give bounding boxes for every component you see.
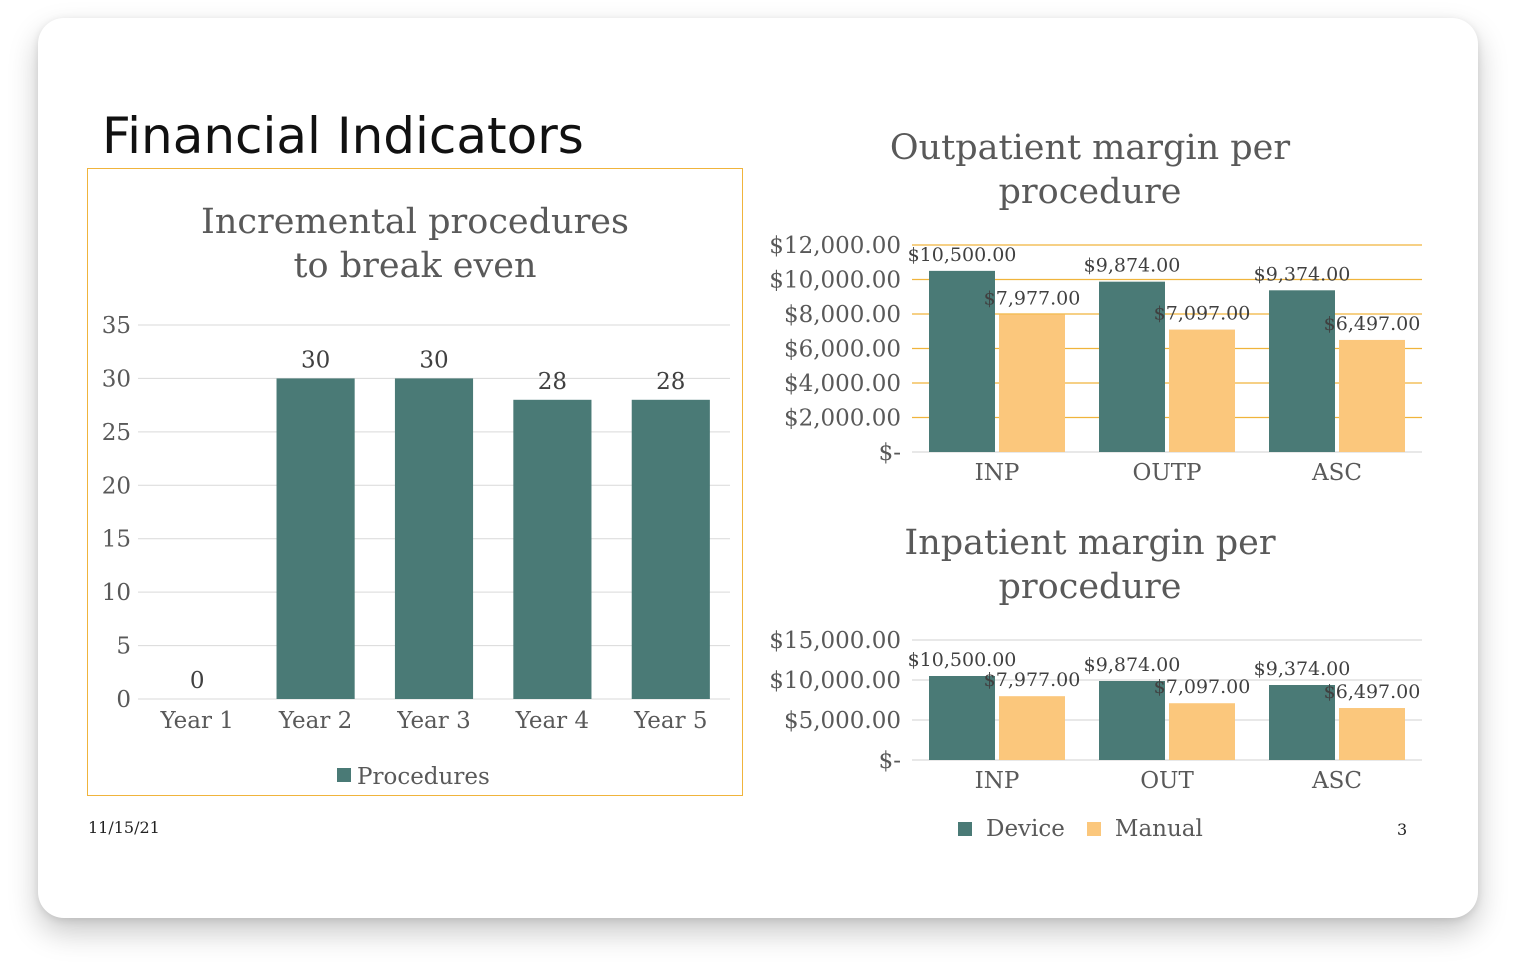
bar-device <box>1099 281 1165 452</box>
data-label: 28 <box>656 369 685 395</box>
slide-date: 11/15/21 <box>88 818 160 837</box>
data-label: $7,977.00 <box>984 669 1081 691</box>
legend-label-procedures: Procedures <box>357 764 490 790</box>
legend-swatch-device <box>958 822 972 836</box>
data-label: 30 <box>301 347 330 373</box>
chart-title-line: to break even <box>293 246 536 286</box>
x-tick-label: ASC <box>1311 768 1362 794</box>
y-tick-label: 25 <box>102 420 131 446</box>
y-tick-label: $5,000.00 <box>784 708 901 734</box>
data-label: $6,497.00 <box>1324 681 1421 703</box>
y-tick-label: $6,000.00 <box>784 337 901 363</box>
bar-manual <box>1339 339 1405 452</box>
y-tick-label: $10,000.00 <box>769 268 901 294</box>
data-label: 28 <box>538 369 567 395</box>
data-label: $7,977.00 <box>984 287 1081 309</box>
data-label: 30 <box>419 347 448 373</box>
x-tick-label: OUT <box>1140 768 1194 794</box>
y-tick-label: 20 <box>102 473 131 499</box>
data-label: $7,097.00 <box>1154 303 1251 325</box>
x-tick-label: Year 1 <box>159 708 233 734</box>
x-tick-label: Year 4 <box>515 708 589 734</box>
x-tick-label: INP <box>975 460 1020 486</box>
y-tick-label: $10,000.00 <box>769 668 901 694</box>
y-tick-label: $2,000.00 <box>784 406 901 432</box>
x-tick-label: Year 5 <box>633 708 707 734</box>
chart-title-line: Incremental procedures <box>201 202 629 242</box>
data-label: $9,874.00 <box>1084 654 1181 676</box>
data-label: $10,500.00 <box>908 649 1017 671</box>
bar-manual <box>1169 329 1235 452</box>
procedures-chart-frame[interactable] <box>87 168 743 796</box>
bar-procedures <box>631 399 710 699</box>
bar-manual <box>1169 703 1235 760</box>
data-label: $9,874.00 <box>1084 255 1181 277</box>
x-tick-label: Year 2 <box>278 708 352 734</box>
bar-device <box>929 270 995 452</box>
bar-procedures <box>394 378 474 699</box>
legend-swatch-procedures <box>337 768 351 782</box>
margin-legend: Device Manual <box>958 816 1225 842</box>
y-tick-label: 30 <box>102 366 131 392</box>
x-tick-label: OUTP <box>1132 460 1201 486</box>
y-tick-label: 0 <box>116 687 131 713</box>
y-tick-label: $12,000.00 <box>769 233 901 259</box>
y-tick-label: $15,000.00 <box>769 628 901 654</box>
bar-device <box>929 676 995 760</box>
legend-label-device: Device <box>986 816 1065 842</box>
chart-title-line: procedure <box>999 567 1182 607</box>
page-number: 3 <box>1397 820 1408 839</box>
y-tick-label: $- <box>879 440 901 466</box>
y-tick-label: 35 <box>102 313 131 339</box>
chart-title-line: Outpatient margin per <box>890 128 1290 168</box>
bar-procedures <box>276 378 355 699</box>
y-tick-label: $8,000.00 <box>784 302 901 328</box>
legend-label-manual: Manual <box>1114 816 1203 842</box>
x-tick-label: INP <box>975 768 1020 794</box>
bar-manual <box>1339 708 1405 760</box>
chart-title-line: Inpatient margin per <box>904 523 1276 563</box>
bar-manual <box>999 314 1065 452</box>
y-tick-label: 5 <box>116 634 131 660</box>
data-label: $9,374.00 <box>1254 263 1351 285</box>
slide-title: Financial Indicators <box>102 107 584 165</box>
data-label: $10,500.00 <box>908 244 1017 266</box>
bar-device <box>1269 290 1335 452</box>
legend-swatch-manual <box>1086 822 1101 836</box>
x-tick-label: ASC <box>1311 460 1362 486</box>
x-tick-label: Year 3 <box>396 708 470 734</box>
bar-manual <box>999 696 1065 760</box>
bar-procedures <box>513 399 592 699</box>
y-tick-label: 15 <box>102 527 131 553</box>
y-tick-label: 10 <box>102 580 131 606</box>
data-label: $9,374.00 <box>1254 658 1351 680</box>
legend-item-device: Device <box>958 816 1065 842</box>
data-label: $6,497.00 <box>1324 313 1421 335</box>
chart-title-line: procedure <box>999 172 1182 212</box>
data-label: 0 <box>190 668 205 694</box>
bar-device <box>1099 681 1165 760</box>
y-tick-label: $- <box>879 748 901 774</box>
data-label: $7,097.00 <box>1154 676 1251 698</box>
y-tick-label: $4,000.00 <box>784 371 901 397</box>
bar-device <box>1269 685 1335 760</box>
legend-item-manual: Manual <box>1086 816 1203 842</box>
